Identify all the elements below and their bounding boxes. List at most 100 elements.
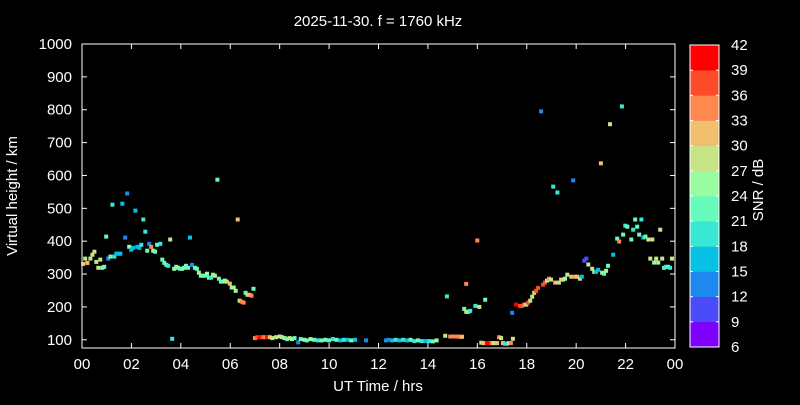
data-point (304, 338, 309, 343)
colorbar-tick-label: 6 (731, 339, 739, 356)
data-point (285, 337, 290, 342)
data-point (386, 337, 391, 342)
x-axis-label: UT Time / hrs (333, 378, 423, 395)
data-point (553, 280, 558, 285)
data-point (108, 254, 113, 259)
data-point (408, 337, 413, 342)
data-point (563, 276, 567, 281)
colorbar-tick-label: 15 (731, 264, 748, 281)
colorbar-tick-label: 21 (731, 213, 748, 230)
data-point (475, 238, 480, 243)
data-point (334, 337, 339, 342)
data-point (270, 336, 275, 341)
data-point (412, 339, 417, 344)
data-point (499, 336, 504, 341)
x-tick-label: 12 (370, 356, 387, 373)
data-point (483, 297, 488, 302)
data-point (596, 267, 601, 272)
data-point (590, 266, 595, 271)
data-point (670, 256, 674, 261)
colorbar-tick-label: 33 (731, 113, 748, 130)
chart-title: 2025-11-30. f = 1760 kHz (294, 13, 463, 30)
data-point (104, 234, 109, 239)
data-point (323, 337, 328, 342)
y-tick-label: 100 (47, 332, 72, 349)
data-point (290, 337, 294, 342)
data-point (584, 256, 589, 261)
data-point (133, 208, 138, 213)
colorbar-tick-label: 27 (731, 163, 748, 180)
data-point (296, 340, 301, 345)
data-point (267, 335, 272, 340)
x-tick-label: 22 (617, 356, 634, 373)
colorbar-tick-label: 24 (731, 188, 748, 205)
colorbar-swatch (690, 221, 719, 247)
data-point (615, 236, 620, 241)
x-tick-label: 16 (469, 356, 486, 373)
data-point (571, 178, 576, 183)
data-point (534, 288, 539, 293)
data-point (443, 333, 448, 338)
data-point (198, 273, 203, 278)
data-point (430, 339, 435, 344)
data-point (327, 338, 332, 343)
data-point (186, 265, 190, 270)
data-point (166, 263, 171, 268)
data-point (481, 341, 486, 346)
data-point (125, 191, 130, 196)
data-point (549, 277, 553, 282)
data-point (579, 274, 584, 279)
data-point (530, 294, 535, 299)
data-point (110, 202, 115, 207)
data-point (319, 338, 324, 343)
colorbar-tick-label: 39 (731, 62, 748, 79)
data-point (90, 252, 95, 257)
y-tick-label: 300 (47, 266, 72, 283)
data-point (112, 254, 117, 259)
data-point (635, 224, 640, 229)
data-point (477, 304, 482, 309)
data-point (520, 303, 525, 308)
data-point (330, 337, 335, 342)
data-point (139, 242, 144, 247)
data-point (241, 300, 246, 305)
colorbar-swatch (690, 45, 719, 71)
data-point (120, 201, 125, 206)
colorbar-label: SNR / dB (750, 159, 767, 222)
x-tick-label: 10 (321, 356, 338, 373)
data-point (423, 339, 428, 344)
data-point (617, 239, 622, 244)
data-point (416, 338, 420, 343)
data-point (149, 244, 154, 249)
data-point (260, 335, 265, 340)
data-point (106, 256, 111, 261)
x-tick-label: 14 (420, 356, 437, 373)
data-point (102, 264, 107, 269)
data-point (155, 242, 160, 247)
data-point (96, 265, 101, 270)
data-point (539, 109, 544, 114)
colorbar-swatch (690, 296, 719, 323)
y-axis: 100 200 300 400 500 600 700 800 900 1000 (39, 36, 675, 349)
data-point (274, 335, 278, 340)
data-point (631, 227, 636, 232)
colorbar-swatch (690, 271, 719, 297)
x-axis: 00 02 04 06 08 10 12 14 16 18 20 22 00 (74, 44, 683, 373)
data-point (216, 276, 221, 281)
data-point (83, 256, 88, 261)
data-point (652, 260, 657, 265)
data-point (464, 281, 469, 286)
data-point (646, 237, 651, 242)
data-point (510, 310, 515, 315)
data-point (127, 244, 132, 249)
data-point (81, 261, 86, 266)
data-point (383, 338, 388, 343)
data-point (551, 184, 556, 189)
colorbar-tick-label: 36 (731, 87, 748, 104)
data-point (123, 235, 128, 240)
x-tick-label: 04 (172, 356, 189, 373)
data-point (495, 341, 500, 346)
y-tick-label: 600 (47, 167, 72, 184)
data-point (88, 256, 93, 261)
